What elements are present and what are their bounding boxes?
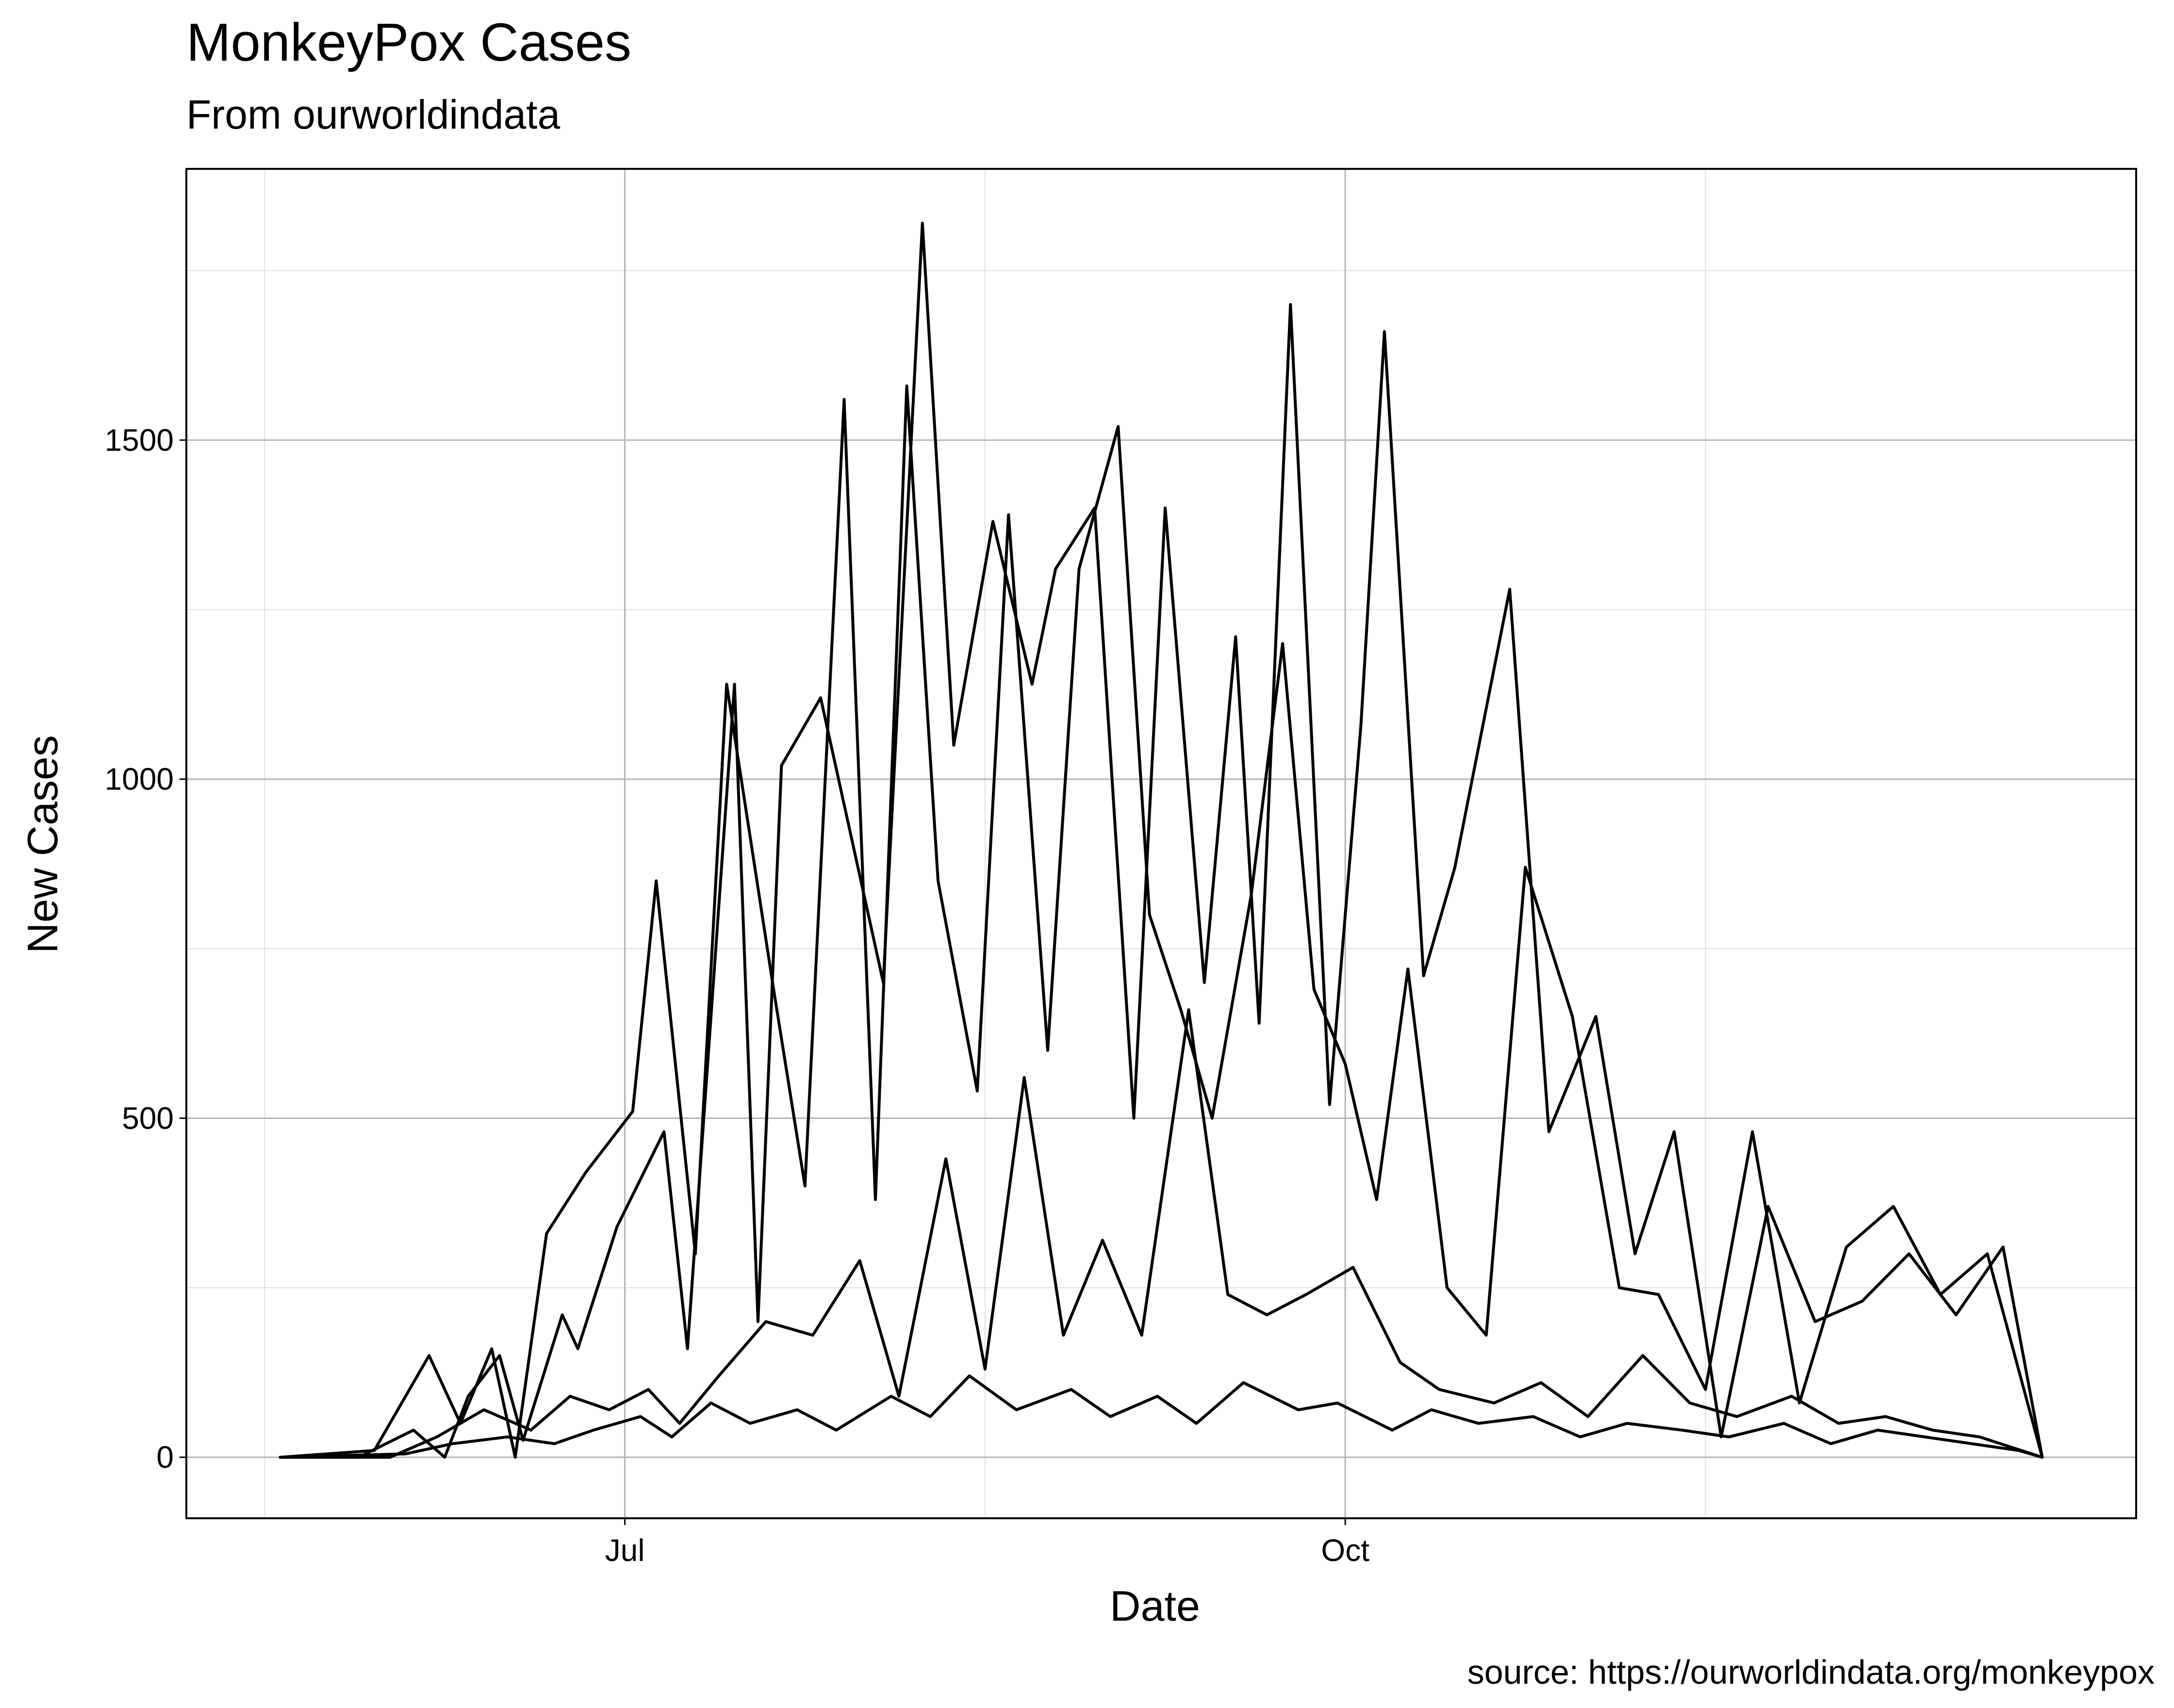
- major-gridlines: [186, 169, 2136, 1518]
- x-tick-label: Jul: [605, 1533, 645, 1568]
- plot-panel: [186, 169, 2136, 1518]
- y-tick-label: 0: [156, 1440, 174, 1475]
- chart-title: MonkeyPox Cases: [186, 13, 631, 72]
- series-line-4: [279, 1374, 2044, 1459]
- series-line-1: [279, 221, 2044, 1459]
- series-line-3: [279, 1008, 2044, 1459]
- series-line-2: [279, 384, 2044, 1459]
- y-tick-label: 1500: [105, 423, 174, 458]
- x-axis-title: Date: [1110, 1582, 1200, 1630]
- plot-border: [185, 168, 2137, 1519]
- y-tick-label: 500: [122, 1100, 174, 1135]
- series-lines: [279, 221, 2044, 1459]
- y-tick-label: 1000: [105, 762, 174, 797]
- y-axis: 0 500 1000 1500: [105, 423, 186, 1475]
- x-axis: Jul Oct: [605, 1518, 1369, 1568]
- source-caption: source: https://ourworldindata.org/monke…: [1467, 1653, 2155, 1691]
- chart-subtitle: From ourworldindata: [186, 92, 560, 137]
- x-tick-label: Oct: [1321, 1533, 1369, 1568]
- y-axis-title: New Cases: [18, 735, 66, 953]
